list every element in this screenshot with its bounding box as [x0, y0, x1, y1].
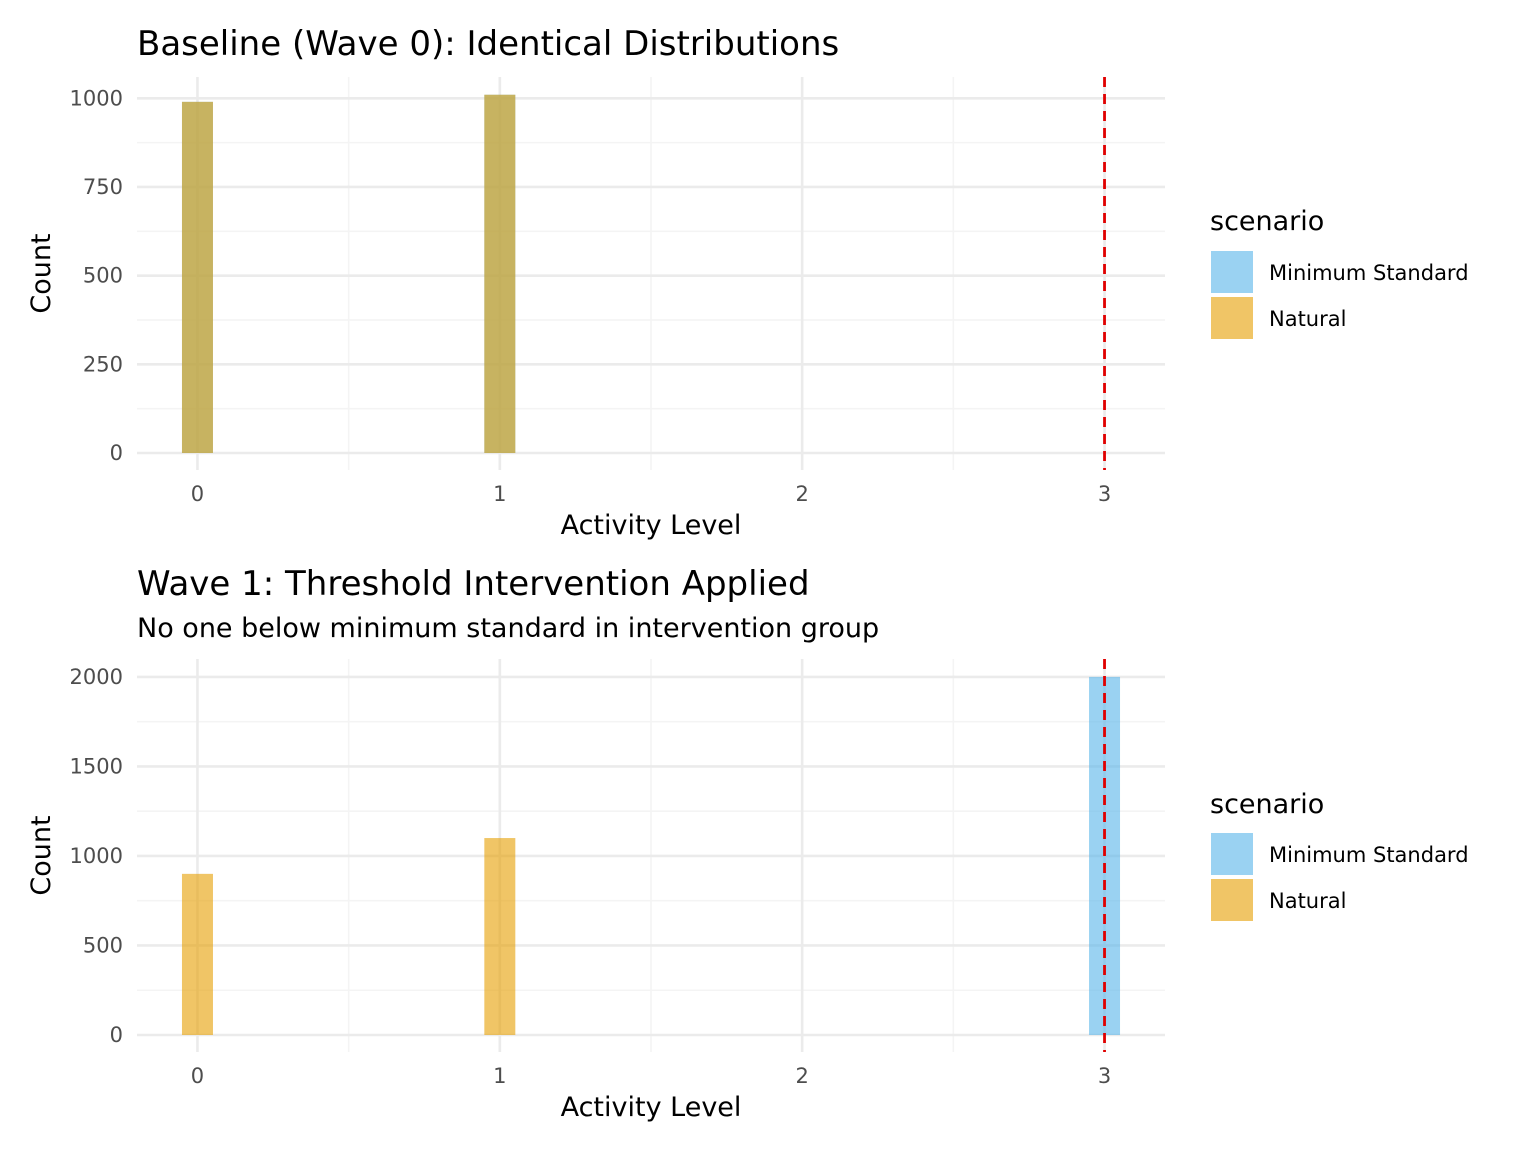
legend-label: Natural	[1269, 307, 1346, 331]
y-tick-label: 250	[83, 352, 123, 376]
legend-key-minimum-standard	[1211, 251, 1253, 293]
chart-panel-2: 0 500 1000 1500 2000 0 1 2 3 Wave 1: Threshold In…	[26, 564, 1469, 1123]
chart-title: Baseline (Wave 0): Identical Distributio…	[137, 24, 839, 64]
legend-title: scenario	[1210, 206, 1324, 237]
x-tick-label: 2	[795, 1064, 808, 1088]
bar-natural-x1	[484, 94, 516, 454]
legend-label: Natural	[1269, 889, 1346, 913]
chart-subtitle: No one below minimum standard in interve…	[137, 613, 879, 644]
legend-label: Minimum Standard	[1269, 843, 1469, 867]
legend: scenario Minimum Standard Natural	[1210, 789, 1469, 921]
legend-key-minimum-standard	[1211, 833, 1253, 875]
x-axis-title: Activity Level	[561, 510, 742, 541]
x-tick-label: 2	[795, 482, 808, 506]
x-tick-label: 3	[1098, 1064, 1111, 1088]
legend-label: Minimum Standard	[1269, 261, 1469, 285]
x-tick-label: 1	[493, 1064, 506, 1088]
y-tick-label: 1000	[70, 86, 123, 110]
bar-natural-x0	[181, 101, 213, 453]
y-axis-title: Count	[26, 815, 57, 895]
y-tick-label: 750	[83, 175, 123, 199]
y-tick-label: 1500	[70, 754, 123, 778]
y-axis-title: Count	[26, 233, 57, 313]
y-tick-label: 500	[83, 264, 123, 288]
legend-key-natural	[1211, 297, 1253, 339]
x-tick-label: 1	[493, 482, 506, 506]
legend: scenario Minimum Standard Natural	[1210, 206, 1469, 339]
chart-title: Wave 1: Threshold Intervention Applied	[137, 564, 810, 604]
y-tick-label: 0	[110, 1023, 123, 1047]
chart-panel-1: 0 250 500 750 1000 0 1 2 3 Baseline (Wave 0): Ide…	[26, 24, 1469, 541]
x-tick-label: 0	[191, 482, 204, 506]
x-tick-label: 3	[1098, 482, 1111, 506]
y-tick-label: 0	[110, 441, 123, 465]
bar-natural-x0	[181, 873, 213, 1035]
y-tick-label: 1000	[70, 844, 123, 868]
legend-title: scenario	[1210, 789, 1324, 820]
bar-natural-x1	[484, 838, 516, 1035]
y-tick-label: 2000	[70, 665, 123, 689]
x-axis-title: Activity Level	[561, 1092, 742, 1123]
y-tick-label: 500	[83, 933, 123, 957]
x-tick-label: 0	[191, 1064, 204, 1088]
legend-key-natural	[1211, 879, 1253, 921]
